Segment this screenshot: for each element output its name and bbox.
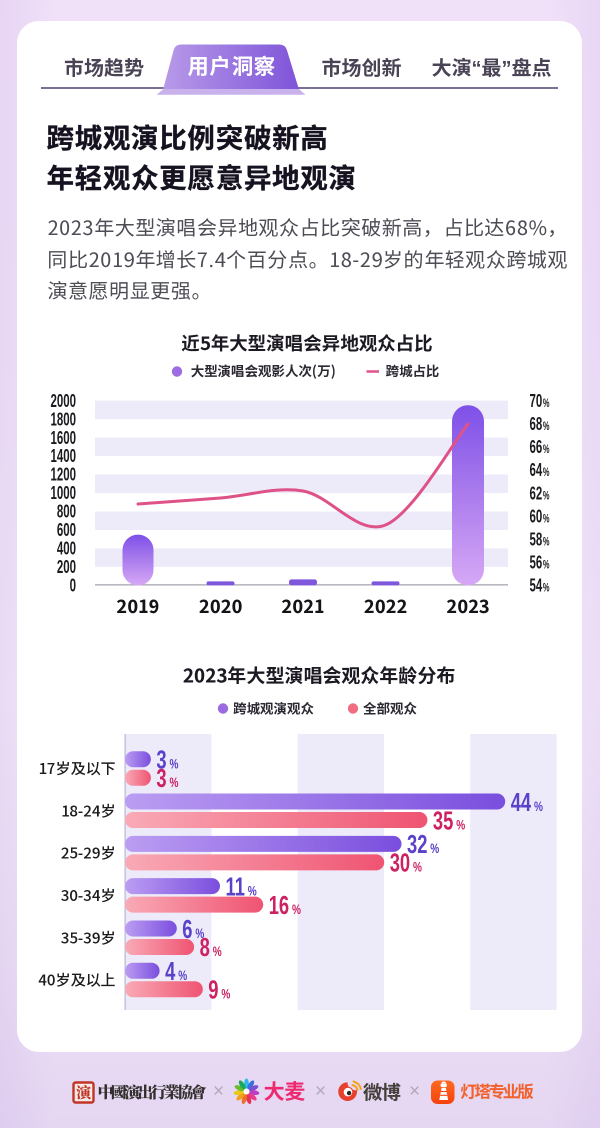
svg-text:800: 800 [57, 502, 76, 522]
svg-text:0: 0 [70, 576, 76, 596]
svg-text:35-39岁: 35-39岁 [61, 927, 116, 948]
svg-text:62%: 62% [530, 484, 550, 504]
svg-text:60%: 60% [530, 507, 550, 527]
svg-text:2023: 2023 [446, 593, 490, 619]
svg-text:1200: 1200 [51, 465, 76, 485]
svg-text:×: × [315, 1081, 326, 1102]
svg-text:30-34岁: 30-34岁 [61, 885, 116, 906]
svg-text:演: 演 [76, 1082, 91, 1103]
svg-text:70%: 70% [530, 391, 550, 411]
svg-text:54%: 54% [530, 576, 550, 596]
svg-text:2000: 2000 [51, 391, 76, 411]
svg-text:×: × [409, 1081, 420, 1102]
svg-text:用户洞察: 用户洞察 [187, 50, 275, 81]
svg-text:中國演出行業協會: 中國演出行業協會 [98, 1080, 207, 1103]
svg-text:18-24岁: 18-24岁 [61, 800, 116, 821]
svg-text:400: 400 [57, 539, 76, 559]
svg-text:2021: 2021 [281, 593, 325, 619]
svg-text:68%: 68% [530, 414, 550, 434]
svg-text:全部观众: 全部观众 [363, 698, 417, 718]
svg-text:2022: 2022 [364, 593, 408, 619]
svg-text:2019: 2019 [116, 593, 160, 619]
svg-text:9%: 9% [208, 976, 230, 1005]
svg-text:200: 200 [57, 557, 76, 577]
svg-text:25-29岁: 25-29岁 [61, 843, 116, 864]
svg-text:11%: 11% [226, 872, 257, 901]
svg-text:近5年大型演唱会异地观众占比: 近5年大型演唱会异地观众占比 [181, 330, 432, 356]
svg-text:1800: 1800 [51, 410, 76, 430]
svg-text:16%: 16% [269, 891, 301, 920]
svg-text:大型演唱会观影人次(万): 大型演唱会观影人次(万) [191, 360, 336, 380]
svg-text:66%: 66% [530, 437, 550, 457]
svg-text:58%: 58% [530, 530, 550, 550]
svg-text:2020: 2020 [199, 593, 243, 619]
svg-text:跨城观演观众: 跨城观演观众 [233, 698, 314, 718]
svg-text:×: × [213, 1081, 224, 1102]
svg-text:40岁及以上: 40岁及以上 [38, 970, 115, 991]
svg-text:1600: 1600 [51, 428, 76, 448]
svg-text:64%: 64% [530, 461, 550, 481]
svg-text:600: 600 [57, 521, 76, 541]
svg-text:1400: 1400 [51, 447, 76, 467]
svg-text:微博: 微博 [363, 1077, 401, 1106]
svg-text:56%: 56% [530, 553, 550, 573]
svg-text:2023年大型演唱会观众年龄分布: 2023年大型演唱会观众年龄分布 [183, 662, 456, 689]
svg-text:跨城占比: 跨城占比 [386, 360, 440, 380]
svg-text:1000: 1000 [51, 484, 76, 504]
svg-text:灯塔专业版: 灯塔专业版 [461, 1079, 534, 1103]
svg-text:17岁及以下: 17岁及以下 [38, 758, 115, 779]
svg-text:大麦: 大麦 [264, 1076, 306, 1106]
svg-text:35%: 35% [433, 806, 465, 835]
